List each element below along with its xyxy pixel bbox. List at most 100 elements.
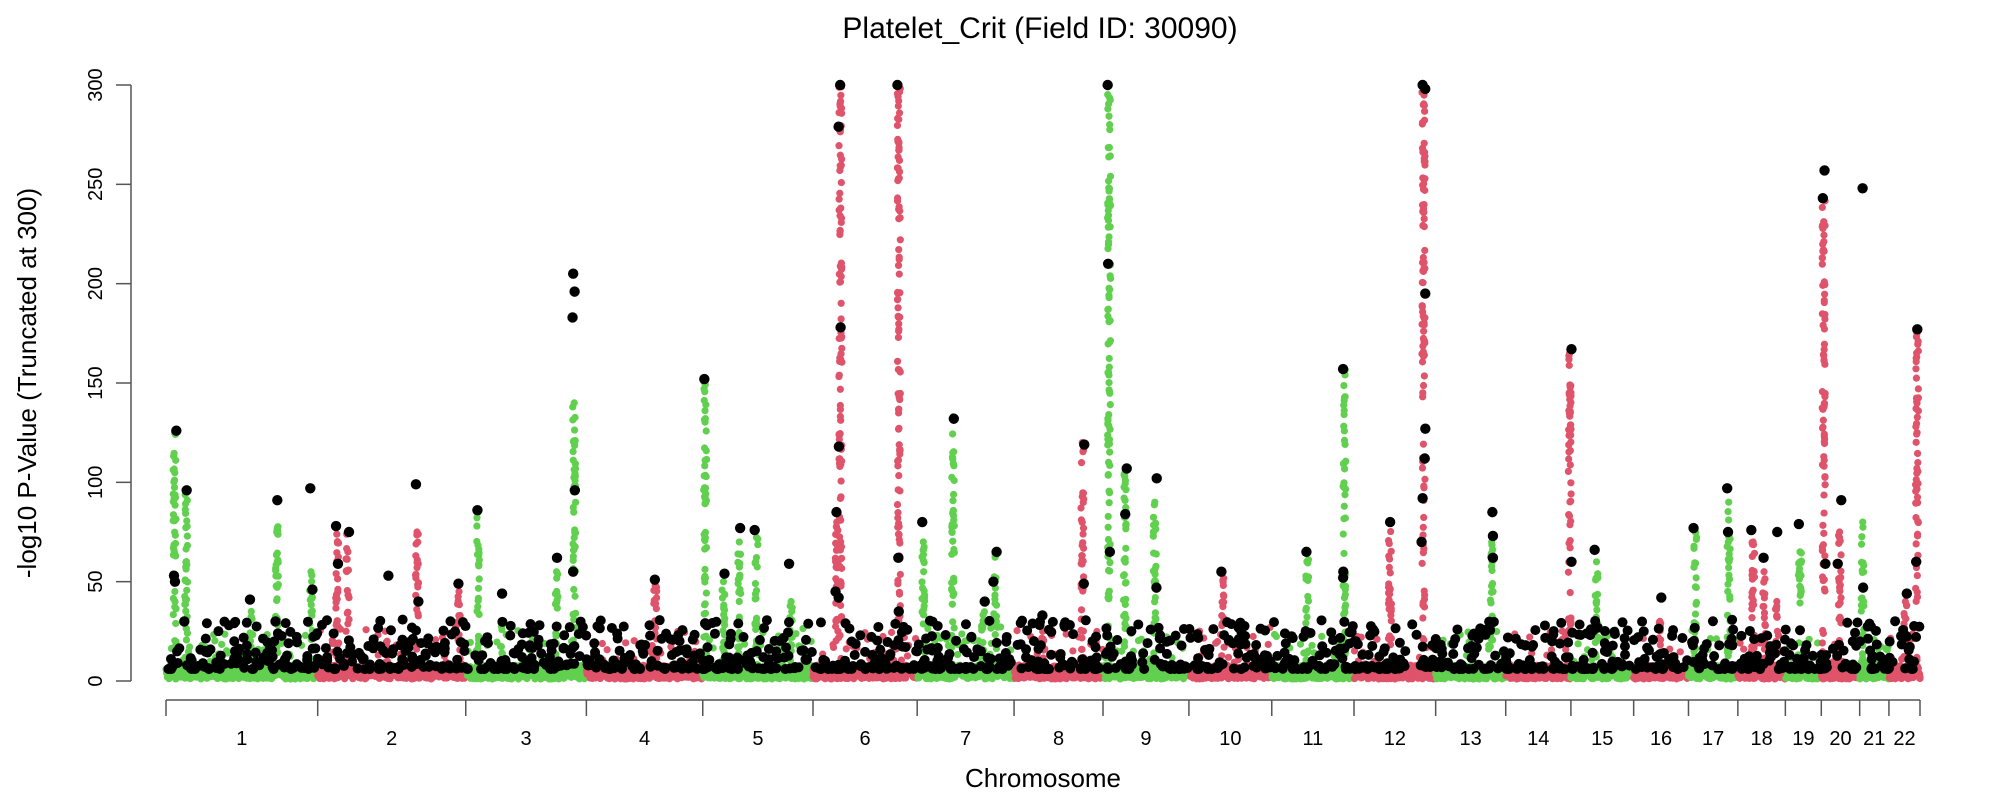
snp-point bbox=[1222, 673, 1230, 681]
snp-point bbox=[569, 667, 577, 675]
snp-point bbox=[1310, 672, 1318, 680]
snp-point bbox=[762, 675, 771, 683]
y-tick-label: 250 bbox=[85, 168, 107, 201]
snp-point bbox=[180, 673, 188, 681]
snp-point bbox=[936, 673, 944, 681]
snp-point bbox=[362, 626, 370, 634]
y-tick-label: 100 bbox=[85, 466, 107, 499]
snp-point bbox=[218, 640, 226, 648]
snp-point bbox=[993, 672, 1002, 681]
snp-point bbox=[879, 674, 887, 682]
snp-point bbox=[303, 674, 311, 683]
x-tick-label: 4 bbox=[639, 728, 650, 750]
snp-point bbox=[172, 674, 180, 682]
snp-point bbox=[706, 674, 714, 682]
snp-point bbox=[211, 637, 219, 645]
x-tick-label: 11 bbox=[1303, 728, 1324, 750]
x-tick-label: 9 bbox=[1140, 728, 1151, 750]
snp-point bbox=[774, 672, 782, 680]
snp-point bbox=[1279, 674, 1288, 682]
snp-point bbox=[1249, 632, 1257, 641]
snp-point bbox=[203, 674, 211, 682]
x-tick-label: 21 bbox=[1863, 728, 1885, 750]
snp-point bbox=[1179, 675, 1188, 683]
snp-point bbox=[1149, 671, 1157, 679]
snp-point bbox=[1490, 675, 1499, 683]
chart-title: Platelet_Crit (Field ID: 30090) bbox=[842, 12, 1237, 45]
snp-point bbox=[1337, 672, 1345, 680]
snp-point bbox=[903, 652, 912, 660]
snp-point bbox=[887, 628, 896, 636]
snp-point bbox=[427, 675, 435, 683]
snp-point bbox=[1012, 674, 1020, 682]
snp-point bbox=[315, 672, 324, 680]
x-tick-label: 3 bbox=[520, 728, 531, 750]
snp-point bbox=[596, 674, 604, 683]
x-axis-label: Chromosome bbox=[965, 763, 1121, 793]
snp-point bbox=[1270, 630, 1279, 639]
snp-point bbox=[724, 672, 732, 680]
snp-point bbox=[1056, 671, 1064, 679]
x-tick-label: 7 bbox=[960, 728, 971, 750]
snp-point bbox=[914, 674, 922, 682]
snp-point bbox=[1224, 653, 1233, 661]
snp-point bbox=[343, 671, 351, 679]
snp-point bbox=[1211, 674, 1219, 682]
snp-point bbox=[1212, 639, 1220, 647]
x-tick-label: 15 bbox=[1591, 728, 1613, 750]
snp-point bbox=[301, 631, 309, 640]
snp-point bbox=[1148, 665, 1156, 673]
y-tick-label: 300 bbox=[85, 68, 107, 101]
x-tick-label: 18 bbox=[1750, 728, 1772, 750]
snp-point bbox=[944, 674, 952, 683]
x-tick-label: 5 bbox=[752, 728, 763, 750]
y-tick-label: 200 bbox=[85, 267, 107, 300]
snp-point bbox=[189, 673, 197, 681]
snp-point bbox=[633, 674, 641, 682]
snp-point bbox=[923, 672, 931, 680]
y-tick-label: 150 bbox=[85, 366, 107, 399]
snp-point bbox=[811, 675, 819, 683]
snp-point bbox=[1130, 673, 1138, 681]
snp-point bbox=[575, 671, 583, 679]
x-tick-label: 20 bbox=[1829, 728, 1851, 750]
snp-point bbox=[1062, 630, 1070, 638]
snp-point bbox=[1069, 647, 1077, 655]
x-tick-label: 13 bbox=[1460, 728, 1482, 750]
y-axis-label: -log10 P-Value (Truncated at 300) bbox=[12, 188, 42, 578]
snp-point bbox=[1318, 632, 1326, 641]
snp-point bbox=[221, 672, 230, 680]
snp-point bbox=[493, 673, 501, 681]
snp-point bbox=[1029, 673, 1037, 681]
snp-point bbox=[611, 675, 619, 683]
snp-point bbox=[1091, 673, 1099, 681]
snp-point bbox=[1414, 674, 1422, 682]
snp-point bbox=[1116, 675, 1124, 683]
x-axis: 1 2 3 4 5 6 7 8 9 10 11 12 13 14 15 16 17 18 19 20 21 22 bbox=[165, 699, 1921, 750]
snp-point bbox=[1013, 627, 1021, 635]
snp-point bbox=[598, 639, 606, 648]
snp-point bbox=[829, 643, 838, 652]
snp-point bbox=[470, 672, 478, 680]
x-tick-label: 14 bbox=[1527, 728, 1549, 750]
snp-point bbox=[968, 673, 976, 681]
snp-point bbox=[673, 674, 682, 682]
snp-point bbox=[768, 673, 776, 681]
x-tick-label: 2 bbox=[386, 728, 397, 750]
snp-point bbox=[1296, 640, 1305, 648]
snp-point bbox=[560, 672, 568, 680]
x-tick-label: 1 bbox=[236, 728, 247, 750]
snp-point bbox=[660, 673, 668, 682]
snp-point bbox=[545, 673, 553, 681]
snp-point bbox=[250, 674, 258, 682]
snp-point bbox=[954, 650, 962, 659]
snp-point bbox=[924, 624, 932, 633]
snp-point bbox=[1440, 675, 1449, 683]
x-tick-label: 8 bbox=[1053, 728, 1064, 750]
snp-point bbox=[653, 674, 662, 682]
snp-point bbox=[1308, 641, 1316, 650]
snp-point bbox=[1294, 674, 1302, 682]
snp-point bbox=[1475, 675, 1484, 683]
